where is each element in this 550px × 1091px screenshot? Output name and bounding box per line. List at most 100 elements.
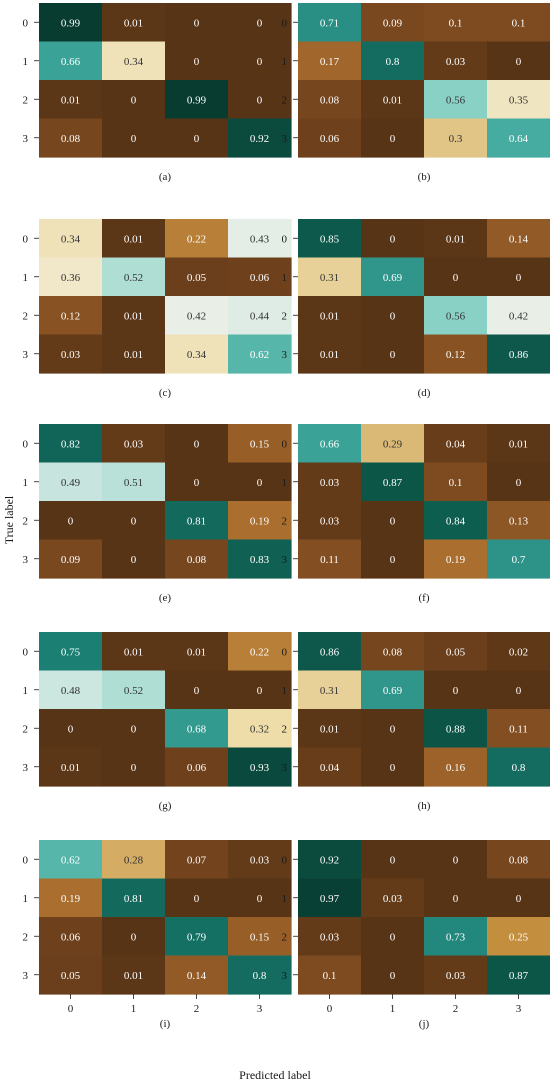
- row-tick-label: 0: [282, 17, 288, 29]
- row-tick-label: 1: [23, 56, 29, 68]
- cell-value: 0: [390, 931, 396, 943]
- cell-value: 0.42: [509, 310, 528, 322]
- cell-value: 0: [194, 133, 200, 145]
- cell-value: 0.01: [124, 233, 143, 245]
- cell-value: 0.16: [446, 762, 466, 774]
- x-axis-label: Predicted label: [239, 1068, 311, 1082]
- cell-value: 0.83: [250, 554, 270, 566]
- row-tick-label: 2: [23, 94, 29, 106]
- row-tick-label: 0: [282, 438, 288, 450]
- cell-value: 0: [516, 893, 522, 905]
- cell-value: 0.49: [61, 477, 81, 489]
- cell-value: 0: [390, 723, 396, 735]
- row-tick-label: 1: [23, 272, 29, 284]
- cell-value: 0.03: [124, 438, 144, 450]
- col-tick-label: 2: [453, 1003, 459, 1015]
- row-tick-label: 0: [282, 646, 288, 658]
- cell-value: 0.22: [187, 233, 206, 245]
- cell-value: 0.81: [187, 515, 206, 527]
- cell-value: 0: [390, 554, 396, 566]
- panel-caption: (j): [419, 1018, 430, 1030]
- cell-value: 0: [194, 685, 200, 697]
- cell-value: 0: [68, 723, 74, 735]
- cell-value: 0.87: [509, 970, 529, 982]
- row-tick-label: 3: [23, 133, 29, 145]
- cell-value: 0.15: [250, 438, 270, 450]
- row-tick-label: 1: [23, 477, 29, 489]
- cell-value: 0: [516, 685, 522, 697]
- cell-value: 0.1: [449, 17, 463, 29]
- row-tick-label: 1: [282, 56, 288, 68]
- col-tick-label: 2: [194, 1003, 200, 1015]
- cell-value: 0.88: [446, 723, 466, 735]
- cell-value: 0.62: [250, 349, 269, 361]
- cell-value: 0.52: [124, 272, 143, 284]
- panel-caption: (d): [418, 387, 431, 399]
- y-axis-label: True label: [2, 495, 16, 544]
- cell-value: 0: [453, 893, 459, 905]
- cell-value: 0.1: [323, 970, 337, 982]
- cell-value: 0.09: [383, 17, 403, 29]
- cell-value: 0: [390, 310, 396, 322]
- cell-value: 0.44: [250, 310, 270, 322]
- cell-value: 0.7: [512, 554, 526, 566]
- cell-value: 0.15: [250, 931, 270, 943]
- row-tick-label: 1: [23, 685, 29, 697]
- cell-value: 0.17: [320, 56, 340, 68]
- cell-value: 0.19: [446, 554, 466, 566]
- cell-value: 0: [194, 17, 200, 29]
- cell-value: 0.8: [386, 56, 400, 68]
- cell-value: 0: [257, 94, 263, 106]
- row-tick-label: 1: [282, 893, 288, 905]
- cell-value: 0.08: [187, 554, 207, 566]
- cell-value: 0.02: [509, 646, 528, 658]
- cell-value: 0.68: [187, 723, 207, 735]
- cell-value: 0: [194, 477, 200, 489]
- cell-value: 0.03: [250, 854, 270, 866]
- row-tick-label: 2: [23, 310, 29, 322]
- cell-value: 0: [131, 931, 137, 943]
- panel-caption: (a): [159, 171, 172, 183]
- cell-value: 0.69: [383, 272, 403, 284]
- cell-value: 0.62: [61, 854, 80, 866]
- row-tick-label: 1: [282, 272, 288, 284]
- cell-value: 0.05: [446, 646, 466, 658]
- cell-value: 0.87: [383, 477, 403, 489]
- cell-value: 0.79: [187, 931, 207, 943]
- cell-value: 0: [131, 94, 137, 106]
- col-tick-label: 1: [390, 1003, 396, 1015]
- cell-value: 0.14: [187, 970, 207, 982]
- cell-value: 0.64: [509, 133, 529, 145]
- cell-value: 0.84: [446, 515, 466, 527]
- row-tick-label: 0: [23, 17, 29, 29]
- col-tick-label: 0: [327, 1003, 333, 1015]
- row-tick-label: 1: [23, 893, 29, 905]
- cell-value: 0: [390, 349, 396, 361]
- cell-value: 0.04: [320, 762, 340, 774]
- panel-caption: (i): [160, 1018, 171, 1030]
- cell-value: 0.06: [250, 272, 270, 284]
- cell-value: 0.92: [320, 854, 339, 866]
- row-tick-label: 2: [23, 931, 29, 943]
- cell-value: 0.34: [124, 56, 144, 68]
- cell-value: 0.43: [250, 233, 270, 245]
- cell-value: 0.01: [61, 762, 80, 774]
- cell-value: 0.05: [61, 970, 81, 982]
- cell-value: 0.01: [124, 17, 143, 29]
- cell-value: 0.69: [383, 685, 403, 697]
- cell-value: 0.86: [509, 349, 529, 361]
- row-tick-label: 3: [23, 970, 29, 982]
- cell-value: 0: [453, 685, 459, 697]
- cell-value: 0.22: [250, 646, 269, 658]
- row-tick-label: 2: [282, 310, 288, 322]
- cell-value: 0.03: [446, 970, 466, 982]
- cell-value: 0.08: [61, 133, 81, 145]
- cell-value: 0: [257, 893, 263, 905]
- cell-value: 0.05: [187, 272, 207, 284]
- cell-value: 0.04: [446, 438, 466, 450]
- cell-value: 0.08: [320, 94, 340, 106]
